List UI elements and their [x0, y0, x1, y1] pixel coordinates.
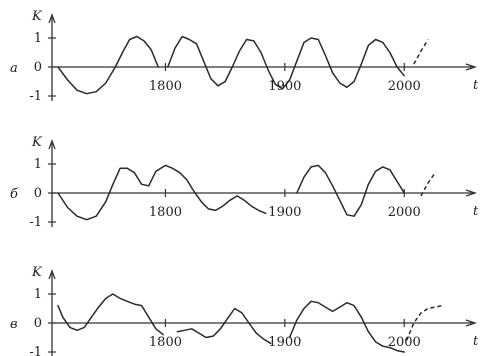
forecast-curve [420, 172, 436, 197]
panel-label: б [10, 187, 18, 202]
x-tick-label: 1900 [268, 335, 301, 350]
x-tick-label: 2000 [388, 335, 421, 350]
series-curve-3 [288, 300, 405, 353]
x-tick-label: 2000 [388, 79, 421, 94]
y-axis-arrow [48, 269, 56, 280]
series-curve-2 [176, 307, 272, 345]
series-curve-1 [57, 35, 160, 95]
y-axis-arrow [48, 139, 56, 150]
x-tick-label: 1800 [149, 79, 182, 94]
series-curve-1 [57, 293, 164, 336]
x-axis-arrow [465, 63, 478, 71]
y-axis-label: K [31, 9, 43, 24]
x-tick-label: 1900 [268, 205, 301, 220]
series-curve-1 [57, 164, 267, 221]
x-tick-label: 1800 [149, 205, 182, 220]
x-axis-label: t [473, 78, 479, 93]
y-tick-label: 1 [34, 287, 42, 302]
series-curve-4 [288, 37, 405, 89]
y-tick-label: -1 [29, 89, 42, 104]
y-tick-label: 0 [34, 316, 42, 331]
forecast-curve [413, 39, 429, 65]
panel-label: в [10, 317, 18, 332]
y-tick-label: 0 [34, 186, 42, 201]
panel-label: а [10, 61, 18, 76]
x-axis-label: t [473, 204, 479, 219]
series-curve-2 [167, 35, 226, 87]
x-axis-arrow [465, 319, 478, 327]
y-tick-label: -1 [29, 345, 42, 356]
series-curve-3 [224, 38, 291, 90]
panel-2: 1 0 -1 Kt б 1800 1900 2000 [10, 135, 479, 230]
y-axis-label: K [31, 265, 43, 280]
x-tick-label: 1800 [149, 335, 182, 350]
x-tick-label: 2000 [388, 205, 421, 220]
x-axis-arrow [465, 189, 478, 197]
panel-3: 1 0 -1 Kt в 1800 1900 2000 [10, 265, 479, 356]
y-tick-label: -1 [29, 215, 42, 230]
y-tick-label: 1 [34, 157, 42, 172]
y-axis-label: K [31, 135, 43, 150]
forecast-curve [405, 304, 443, 341]
y-tick-label: 0 [34, 60, 42, 75]
y-tick-label: 1 [34, 31, 42, 46]
y-axis-arrow [48, 13, 56, 24]
x-axis-label: t [473, 334, 479, 349]
series-curve-2 [296, 164, 405, 217]
